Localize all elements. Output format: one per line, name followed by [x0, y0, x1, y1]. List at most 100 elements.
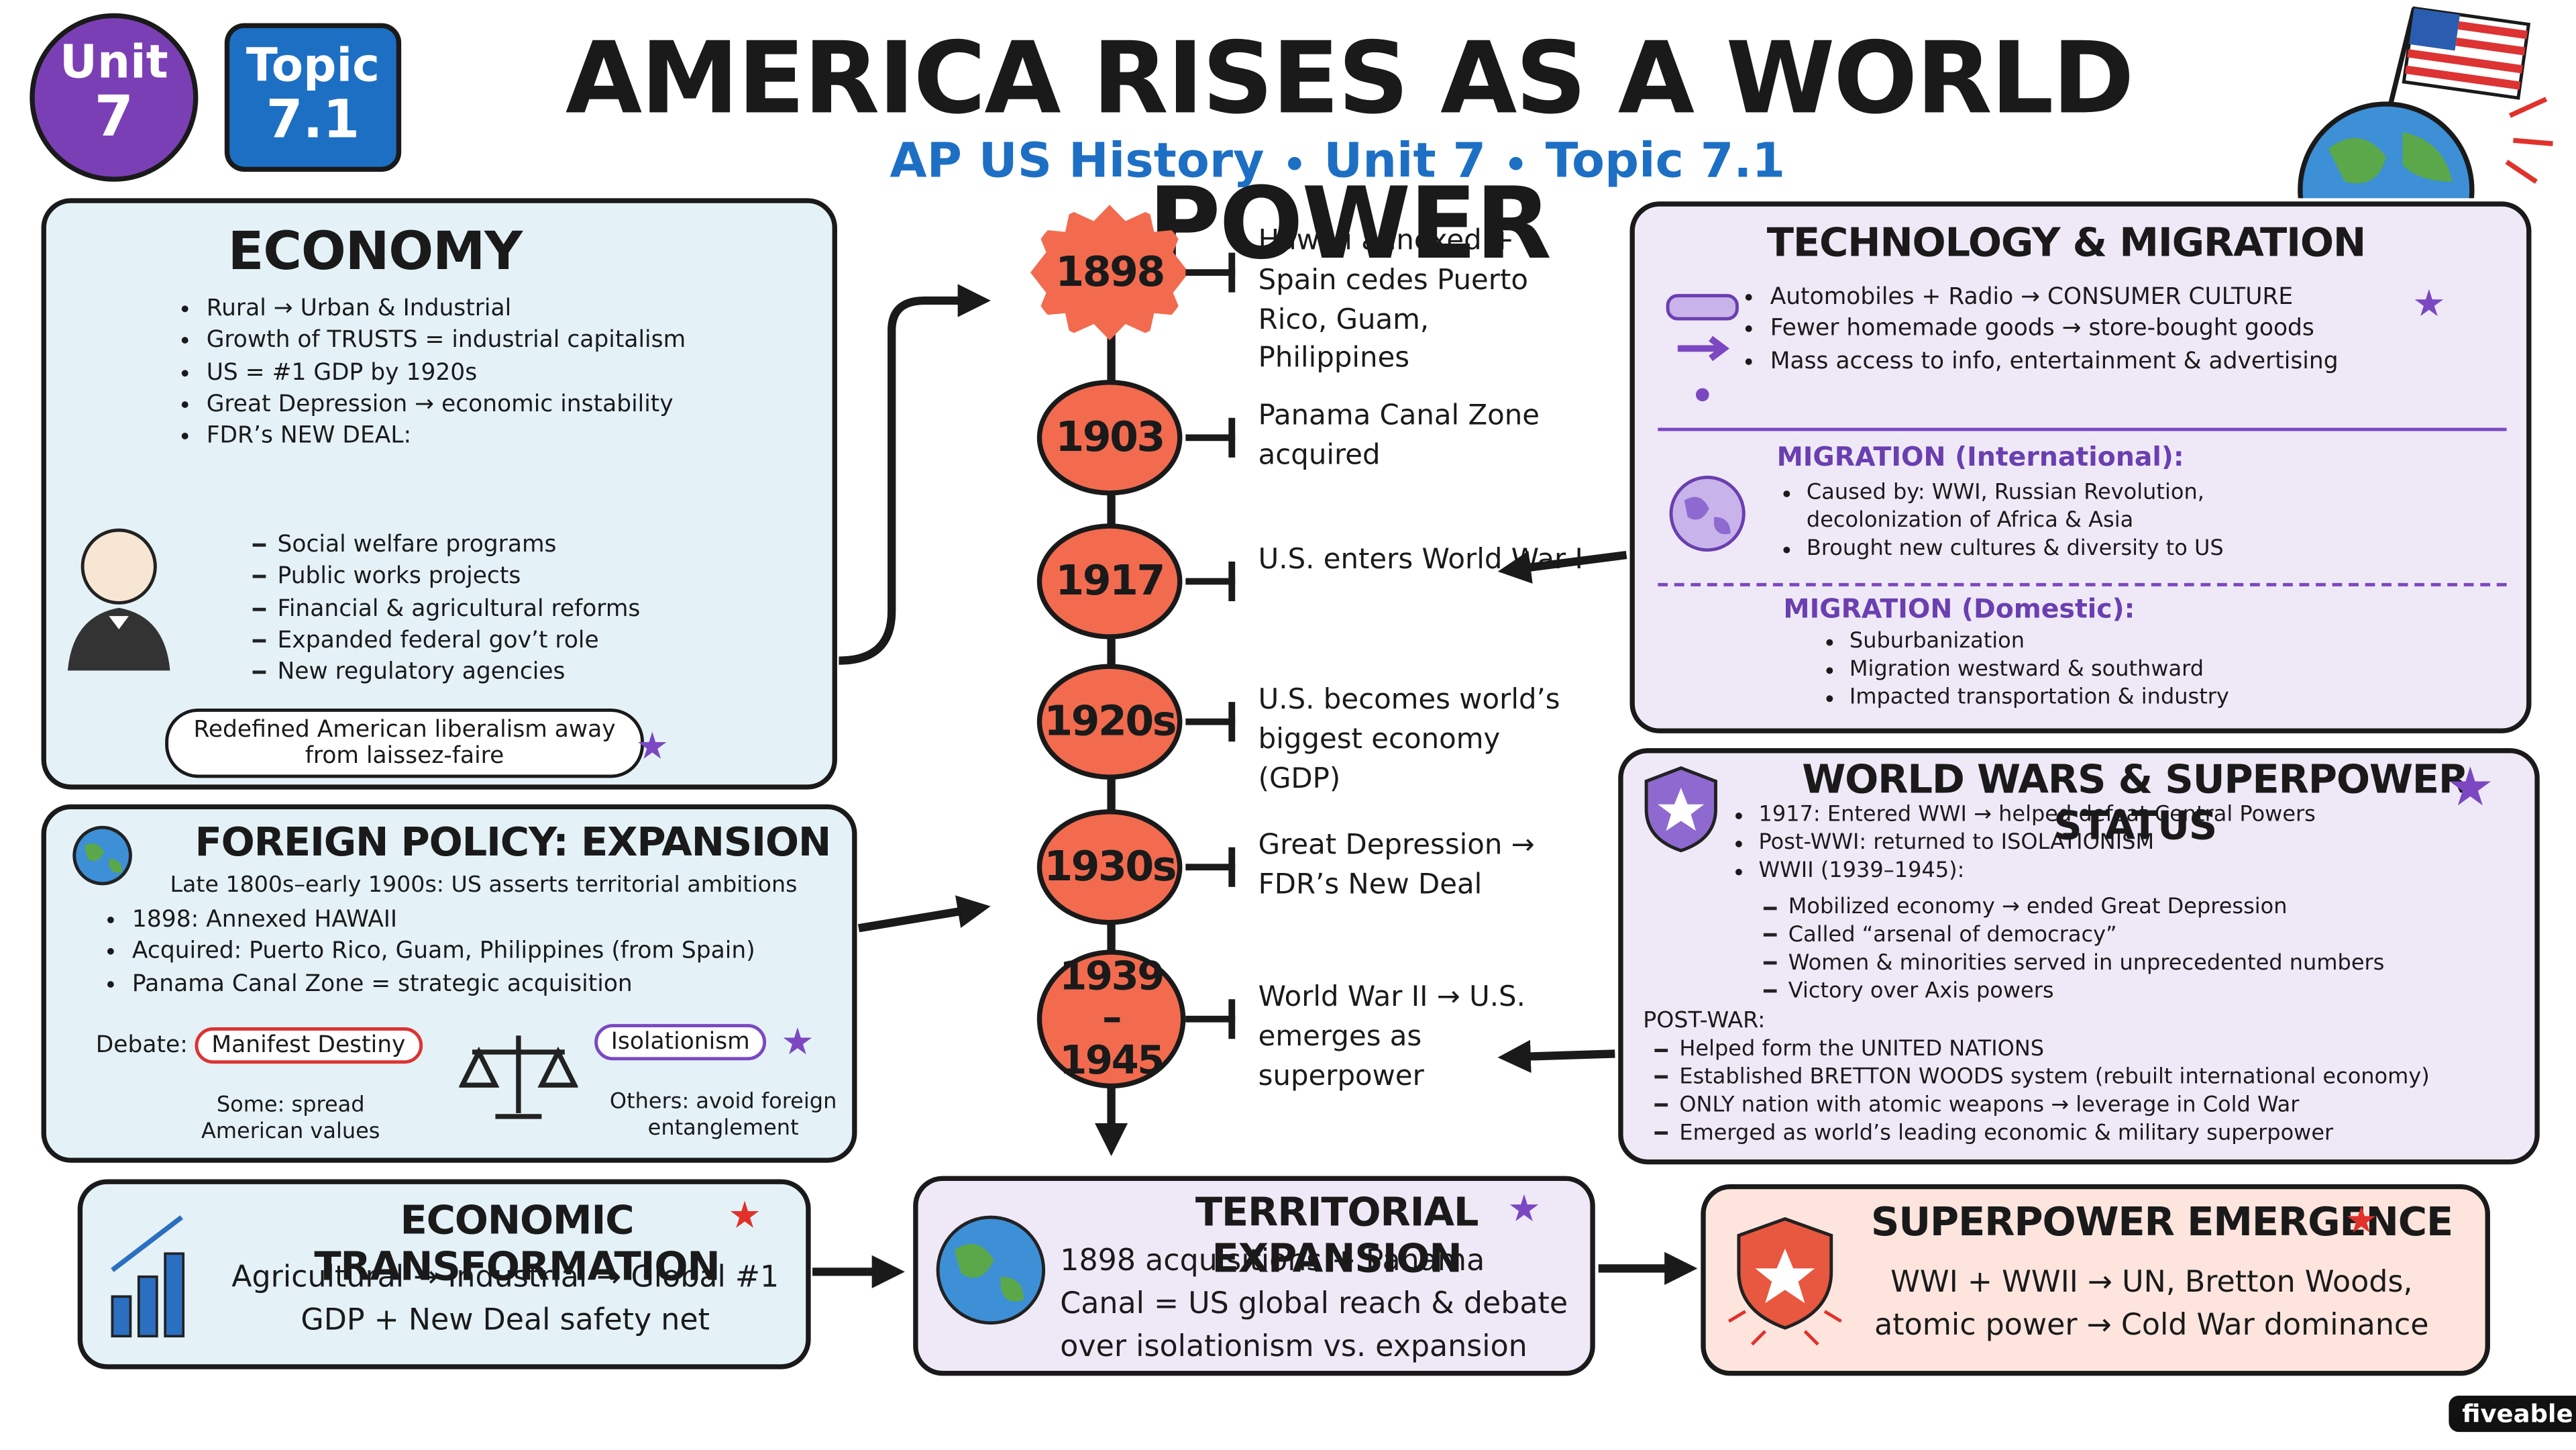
foreign-bullets: 1898: Annexed HAWAIIAcquired: Puerto Ric… — [96, 905, 875, 1001]
new-deal-list: Social welfare programs Public works proj… — [244, 530, 822, 690]
subtitle-part: Unit 7 — [1324, 132, 1487, 189]
decoration — [111, 1252, 185, 1338]
economy-panel: ECONOMY Rural → Urban & IndustrialGrowth… — [41, 198, 837, 790]
decoration — [72, 825, 132, 886]
tech-bullets: Automobiles + Radio → CONSUMER CULTUREFe… — [1734, 282, 2546, 378]
shield-icon — [1727, 1216, 1842, 1346]
connector-tick — [1185, 578, 1236, 585]
list-item: WWII (1939–1945): — [1758, 858, 2551, 886]
decoration — [111, 1215, 184, 1272]
divider — [1658, 427, 2507, 431]
decoration — [459, 1035, 578, 1119]
debate-right-note: Others: avoid foreign entanglement — [609, 1090, 837, 1141]
panel-text: WWI + WWII → UN, Bretton Woods, atomic p… — [1874, 1265, 2429, 1343]
tech-icons — [1666, 294, 1739, 402]
list-item: Caused by: WWI, Russian Revolution, deco… — [1807, 480, 2302, 536]
year-marker: 1920s — [1036, 664, 1183, 780]
economy-bullets: Rural → Urban & IndustrialGrowth of TRUS… — [170, 294, 867, 454]
decoration — [111, 1295, 132, 1338]
connector-tick — [1228, 561, 1236, 601]
event-text: Great Depression → FDR’s New Deal — [1258, 829, 1535, 902]
panel-title: TERRITORIAL EXPANSION — [1195, 1189, 1479, 1282]
decoration — [84, 843, 123, 873]
decoration — [1497, 1039, 1615, 1074]
foreign-policy-panel: FOREIGN POLICY: EXPANSION Late 1800s–ear… — [41, 804, 857, 1163]
wwii-list: Mobilized economy → ended Great Depressi… — [1756, 895, 2548, 1006]
list-item: Emerged as world’s leading economic & mi… — [1679, 1121, 2555, 1149]
list-item: FDR’s NEW DEAL: — [207, 421, 867, 454]
panel-text: Agricultural → Industrial → Global #1 GD… — [231, 1260, 780, 1339]
connector-tick — [1185, 269, 1236, 276]
debate-row: Debate: Manifest Destiny — [96, 1027, 423, 1064]
decoration — [2455, 38, 2526, 56]
list-item: Mobilized economy → ended Great Depressi… — [1788, 895, 2548, 923]
topic-badge: Topic 7.1 — [224, 23, 402, 172]
section-title: MIGRATION (Domestic): — [1783, 592, 2135, 625]
connector-tick — [1228, 702, 1236, 742]
list-item: Helped form the UNITED NATIONS — [1679, 1037, 2555, 1066]
decoration — [1666, 294, 1739, 321]
topic-label: Topic — [246, 38, 380, 93]
decoration — [1669, 475, 1746, 552]
list-item: Brought new cultures & diversity to US — [1807, 536, 2302, 564]
list-item: Women & minorities served in unprecedent… — [1788, 951, 2548, 979]
event-text: U.S. enters World War I — [1258, 543, 1583, 577]
connector-tick — [1228, 847, 1236, 887]
list-item: Social welfare programs — [278, 530, 822, 562]
panel-title: WORLD WARS & SUPERPOWER STATUS — [1802, 756, 2469, 849]
year-marker: 1917 — [1036, 523, 1183, 639]
decoration — [1684, 497, 1731, 535]
year-marker: 1939–1945 — [1036, 949, 1186, 1089]
decoration — [954, 1243, 1024, 1302]
panel-title: FOREIGN POLICY: EXPANSION — [195, 819, 831, 866]
list-item: Rural → Urban & Industrial — [207, 294, 867, 326]
list-item: Called “arsenal of democracy” — [1788, 923, 2548, 951]
decoration — [164, 1252, 185, 1338]
list-item: US = #1 GDP by 1920s — [207, 358, 867, 390]
international-bullets: Caused by: WWI, Russian Revolution, deco… — [1770, 480, 2302, 564]
panel-title: ECONOMY — [227, 219, 523, 282]
connector-tick — [1185, 718, 1236, 725]
list-item: Impacted transportation & industry — [1849, 685, 2477, 713]
list-item: Post-WWI: returned to ISOLATIONISM — [1758, 831, 2551, 859]
decoration — [109, 616, 129, 629]
decoration — [857, 895, 991, 933]
panel-text: 1898 acquisitions + Panama Canal = US gl… — [1060, 1243, 1568, 1365]
list-item: Acquired: Puerto Rico, Guam, Philippines… — [132, 937, 875, 969]
decoration — [936, 1215, 1046, 1325]
fdr-portrait — [67, 528, 170, 671]
topic-number: 7.1 — [266, 87, 360, 150]
list-item: 1898: Annexed HAWAII — [132, 905, 875, 937]
decoration — [2505, 97, 2553, 184]
year-marker: 1903 — [1036, 380, 1183, 496]
decoration — [2328, 132, 2453, 184]
list-item: Expanded federal gov’t role — [278, 626, 822, 658]
event-text: Panama Canal Zone acquired — [1258, 399, 1540, 472]
growth-chart-icon — [111, 1215, 185, 1338]
list-item: Suburbanization — [1849, 629, 2477, 658]
ww-bullets: 1917: Entered WWI → helped defeat Centra… — [1722, 802, 2551, 886]
decoration — [2405, 8, 2528, 90]
main-title: AMERICA RISES AS A WORLD POWER — [565, 21, 2135, 282]
globe-flag-icon — [2298, 6, 2553, 199]
list-item: Automobiles + Radio → CONSUMER CULTURE — [1770, 282, 2546, 315]
subtitle: AP US History Unit 7 Topic 7.1 — [776, 132, 1899, 189]
decoration — [2409, 8, 2460, 51]
decoration — [1677, 335, 1730, 362]
post-war-list: Helped form the UNITED NATIONS Establishe… — [1646, 1037, 2555, 1149]
connector-tick — [1185, 434, 1236, 442]
scales-icon — [459, 1035, 578, 1119]
list-item: Victory over Axis powers — [1788, 979, 2548, 1007]
list-item: Mass access to info, entertainment & adv… — [1770, 346, 2546, 378]
decoration — [1658, 788, 1705, 831]
economic-transformation-panel: ECONOMIC TRANSFORMATION Agricultural → I… — [77, 1179, 811, 1369]
list-item: Fewer homemade goods → store-bought good… — [1770, 314, 2546, 346]
domestic-bullets: SuburbanizationMigration westward & sout… — [1813, 629, 2477, 713]
event-text: World War II → U.S. emerges as superpowe… — [1258, 981, 1525, 1093]
list-item: 1917: Entered WWI → helped defeat Centra… — [1758, 802, 2551, 831]
list-item: Public works projects — [278, 562, 822, 594]
list-item: New regulatory agencies — [278, 658, 822, 690]
star-icon — [783, 1027, 812, 1055]
